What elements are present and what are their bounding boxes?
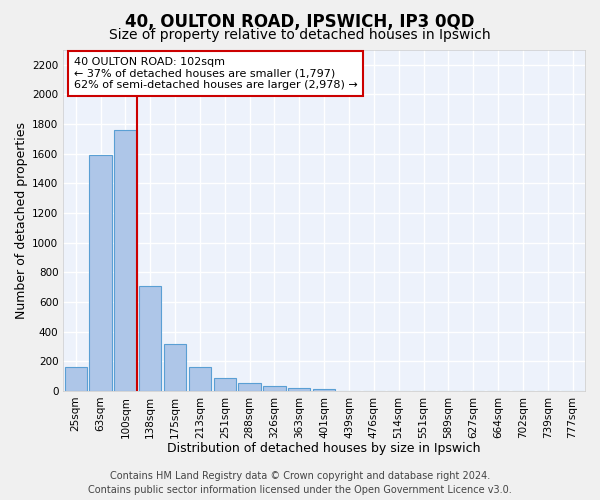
Text: Contains HM Land Registry data © Crown copyright and database right 2024.
Contai: Contains HM Land Registry data © Crown c… <box>88 471 512 495</box>
Bar <box>89 155 112 391</box>
Text: 40, OULTON ROAD, IPSWICH, IP3 0QD: 40, OULTON ROAD, IPSWICH, IP3 0QD <box>125 12 475 30</box>
Bar <box>189 367 211 391</box>
Bar <box>214 378 236 391</box>
Text: Size of property relative to detached houses in Ipswich: Size of property relative to detached ho… <box>109 28 491 42</box>
Text: 40 OULTON ROAD: 102sqm
← 37% of detached houses are smaller (1,797)
62% of semi-: 40 OULTON ROAD: 102sqm ← 37% of detached… <box>74 57 358 90</box>
Bar <box>263 386 286 391</box>
Bar <box>288 388 310 391</box>
Bar <box>238 383 261 391</box>
X-axis label: Distribution of detached houses by size in Ipswich: Distribution of detached houses by size … <box>167 442 481 455</box>
Bar <box>313 388 335 391</box>
Bar <box>164 344 186 391</box>
Y-axis label: Number of detached properties: Number of detached properties <box>15 122 28 319</box>
Bar <box>65 367 87 391</box>
Bar <box>114 130 137 391</box>
Bar <box>139 286 161 391</box>
